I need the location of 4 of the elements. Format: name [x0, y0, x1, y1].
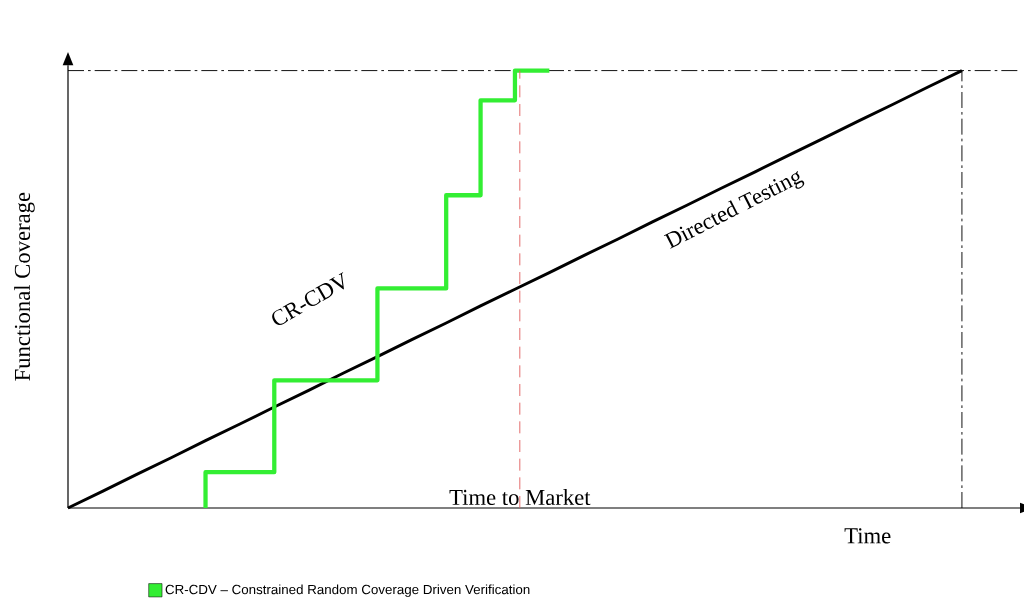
annotation: Time to Market: [449, 489, 591, 506]
y-axis-title: Functional Coverage: [14, 192, 35, 381]
legend-label: CR-CDV – Constrained Random Coverage Driven Verification: [165, 584, 530, 597]
x-axis-title: Time: [844, 528, 891, 544]
